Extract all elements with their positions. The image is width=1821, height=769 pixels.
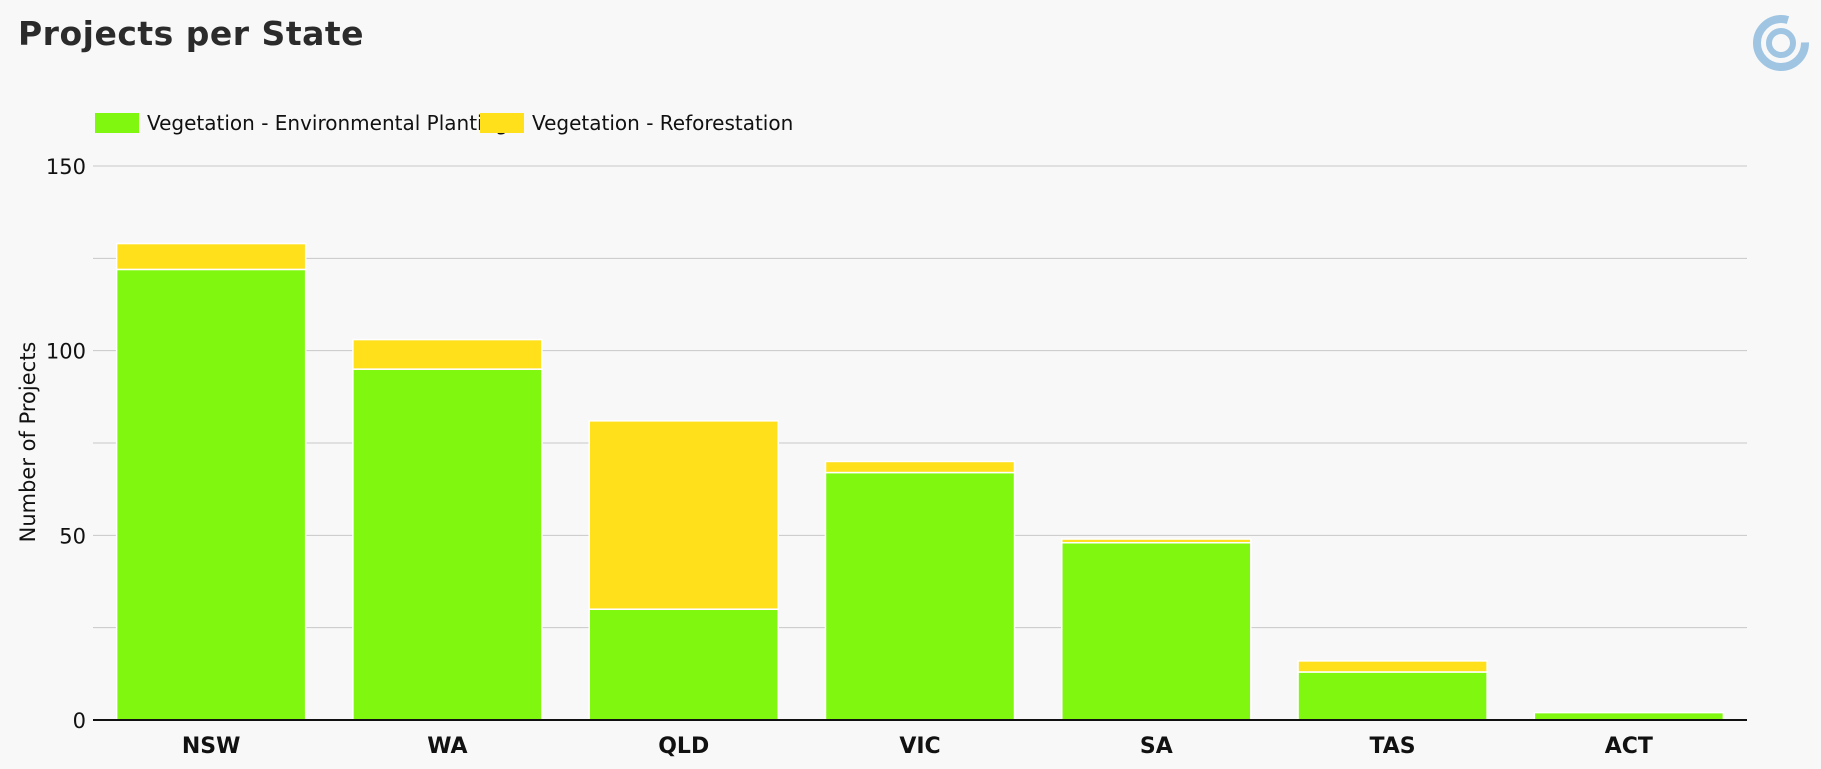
- legend: Vegetation - Environmental Planting Veget…: [95, 111, 793, 135]
- legend-swatch[interactable]: [480, 113, 524, 133]
- bar-tas-reforestation[interactable]: [1297, 660, 1488, 673]
- bar-sa-environmental-planting[interactable]: [1061, 541, 1252, 721]
- bar-wa-reforestation[interactable]: [352, 338, 543, 370]
- page-title: Projects per State: [18, 14, 365, 53]
- bar-qld-environmental-planting[interactable]: [588, 608, 779, 721]
- x-tick-label-act: ACT: [1605, 734, 1653, 759]
- bar-vic-reforestation[interactable]: [824, 460, 1016, 474]
- y-axis-title: Number of Projects: [16, 342, 40, 543]
- y-tick-label: 100: [46, 340, 86, 364]
- target-ring-icon: [1753, 15, 1809, 71]
- bar-tas-environmental-planting[interactable]: [1297, 671, 1488, 721]
- x-tick-label-vic: VIC: [899, 734, 940, 759]
- x-tick-label-tas: TAS: [1369, 734, 1415, 759]
- bar-nsw-environmental-planting[interactable]: [115, 268, 307, 721]
- x-tick-label-qld: QLD: [658, 734, 709, 759]
- legend-label[interactable]: Vegetation - Reforestation: [532, 111, 793, 135]
- bars: [115, 242, 1725, 721]
- bar-sa-reforestation[interactable]: [1061, 538, 1252, 544]
- bar-qld-reforestation[interactable]: [588, 420, 779, 610]
- y-tick-label: 150: [46, 155, 86, 179]
- y-tick-label: 50: [59, 524, 86, 548]
- legend-label[interactable]: Vegetation - Environmental Planting: [147, 111, 508, 135]
- bar-vic-environmental-planting[interactable]: [824, 471, 1016, 721]
- bar-wa-environmental-planting[interactable]: [352, 368, 543, 721]
- bar-act-environmental-planting[interactable]: [1533, 711, 1725, 721]
- y-tick-label: 0: [73, 709, 86, 733]
- x-tick-label-wa: WA: [427, 734, 467, 759]
- bar-nsw-reforestation[interactable]: [115, 242, 307, 271]
- x-tick-label-sa: SA: [1140, 734, 1173, 759]
- x-tick-label-nsw: NSW: [182, 734, 241, 759]
- legend-swatch[interactable]: [95, 113, 139, 133]
- axes: 0 50 100 150 NSW WA QLD VIC SA TAS ACT: [46, 155, 1747, 759]
